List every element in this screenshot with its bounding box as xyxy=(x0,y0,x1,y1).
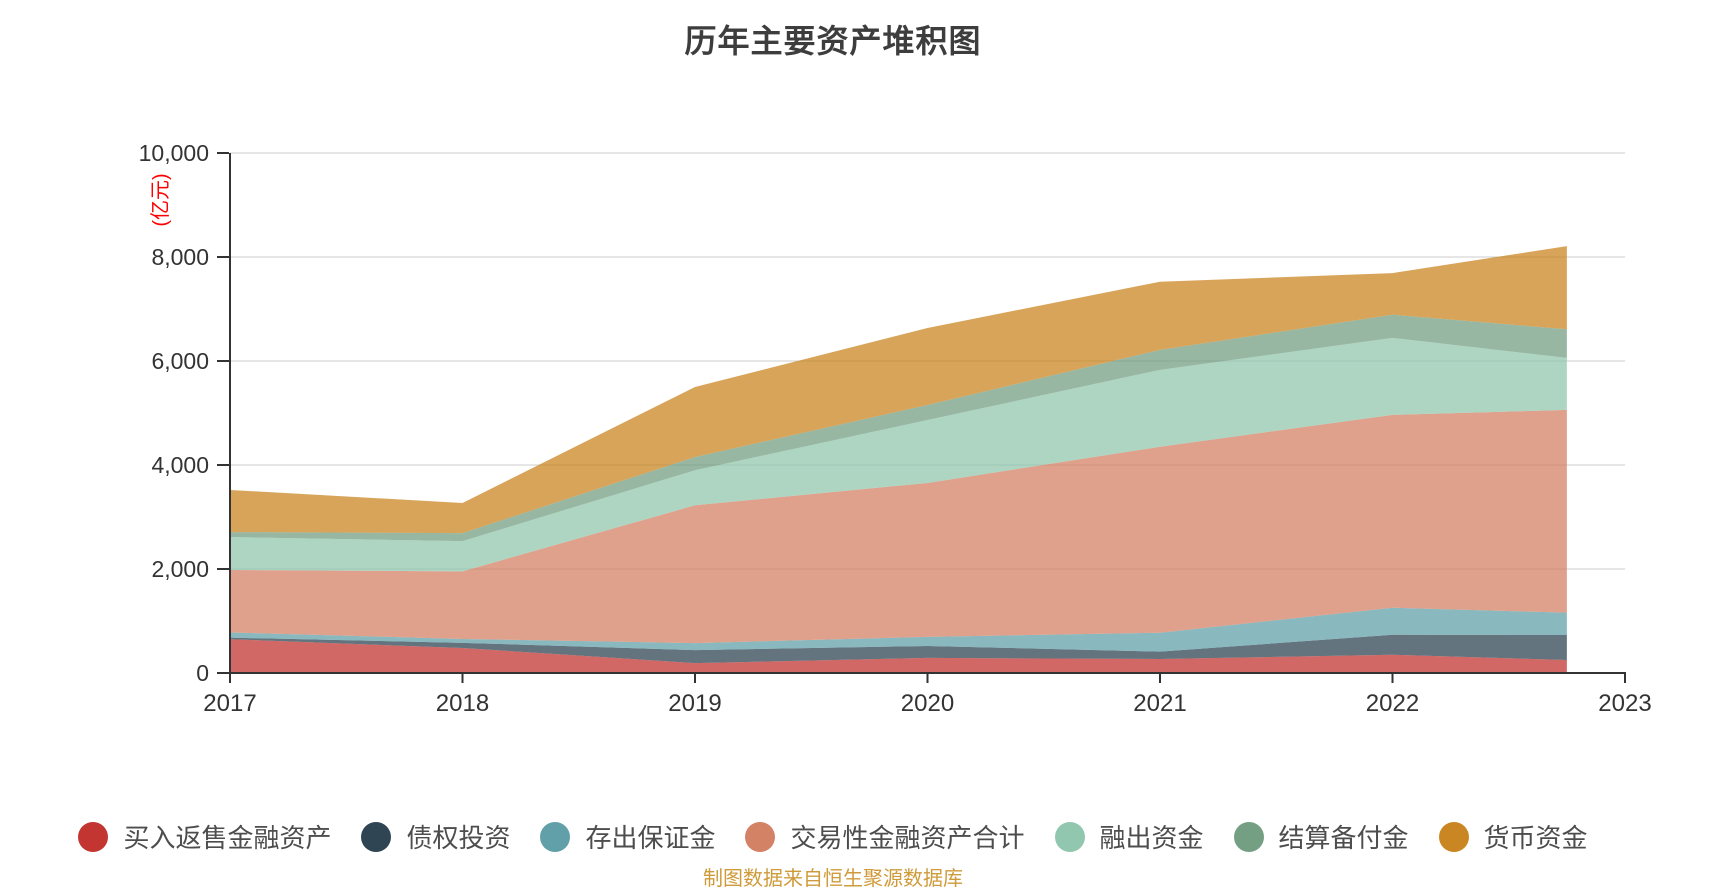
legend: 买入返售金融资产 债权投资 存出保证金 交易性金融资产合计 融出资金 结算备付金 货币资金 xyxy=(0,818,1666,855)
legend-item-label: 结算备付金 xyxy=(1278,823,1409,853)
area-series-6[interactable] xyxy=(230,314,1567,542)
legend-item-label: 存出保证金 xyxy=(585,823,716,853)
legend-dot-icon xyxy=(78,821,109,852)
legend-item-label: 交易性金融资产合计 xyxy=(790,823,1025,853)
legend-dot-icon xyxy=(361,821,392,852)
data-source-note: 制图数据来自恒生聚源数据库 xyxy=(703,868,963,890)
area-series-2[interactable] xyxy=(230,634,1567,664)
y-tick-label: 6,000 xyxy=(151,348,209,374)
legend-item-label: 货币资金 xyxy=(1483,823,1588,853)
legend-dot-icon xyxy=(1438,821,1469,852)
legend-item-2[interactable]: 债权投资 xyxy=(361,818,510,855)
x-tick-label: 2017 xyxy=(203,690,256,717)
area-series-7[interactable] xyxy=(230,246,1567,534)
legend-item-label: 融出资金 xyxy=(1099,823,1204,853)
legend-dot-icon xyxy=(1054,821,1085,852)
chart-title: 历年主要资产堆积图 xyxy=(684,23,982,59)
x-tick-label: 2019 xyxy=(668,690,721,717)
legend-item-1[interactable]: 买入返售金融资产 xyxy=(78,818,331,855)
x-tick-label: 2020 xyxy=(901,690,954,717)
legend-dot-icon xyxy=(745,821,776,852)
y-tick-label: 8,000 xyxy=(151,244,209,270)
x-tick-label: 2023 xyxy=(1598,690,1651,717)
y-tick-label: 10,000 xyxy=(139,140,209,166)
legend-item-7[interactable]: 货币资金 xyxy=(1438,818,1588,855)
x-tick-label: 2022 xyxy=(1366,690,1419,717)
legend-dot-icon xyxy=(1233,821,1264,852)
x-tick-label: 2018 xyxy=(436,690,489,717)
legend-item-6[interactable]: 结算备付金 xyxy=(1233,818,1409,855)
legend-item-5[interactable]: 融出资金 xyxy=(1054,818,1204,855)
x-tick-label: 2021 xyxy=(1133,690,1186,717)
legend-item-label: 债权投资 xyxy=(406,823,511,853)
area-series-4[interactable] xyxy=(230,409,1567,644)
area-series-5[interactable] xyxy=(230,337,1567,572)
legend-dot-icon xyxy=(540,821,571,852)
area-series-3[interactable] xyxy=(230,607,1567,652)
area-series-1[interactable] xyxy=(230,639,1567,673)
legend-item-4[interactable]: 交易性金融资产合计 xyxy=(745,818,1025,855)
y-axis-unit-label: (亿元) xyxy=(149,173,172,226)
y-tick-label: 4,000 xyxy=(151,452,209,478)
legend-item-3[interactable]: 存出保证金 xyxy=(540,818,715,855)
legend-item-label: 买入返售金融资产 xyxy=(123,823,332,853)
y-tick-label: 0 xyxy=(196,660,209,686)
y-tick-label: 2,000 xyxy=(151,556,209,582)
